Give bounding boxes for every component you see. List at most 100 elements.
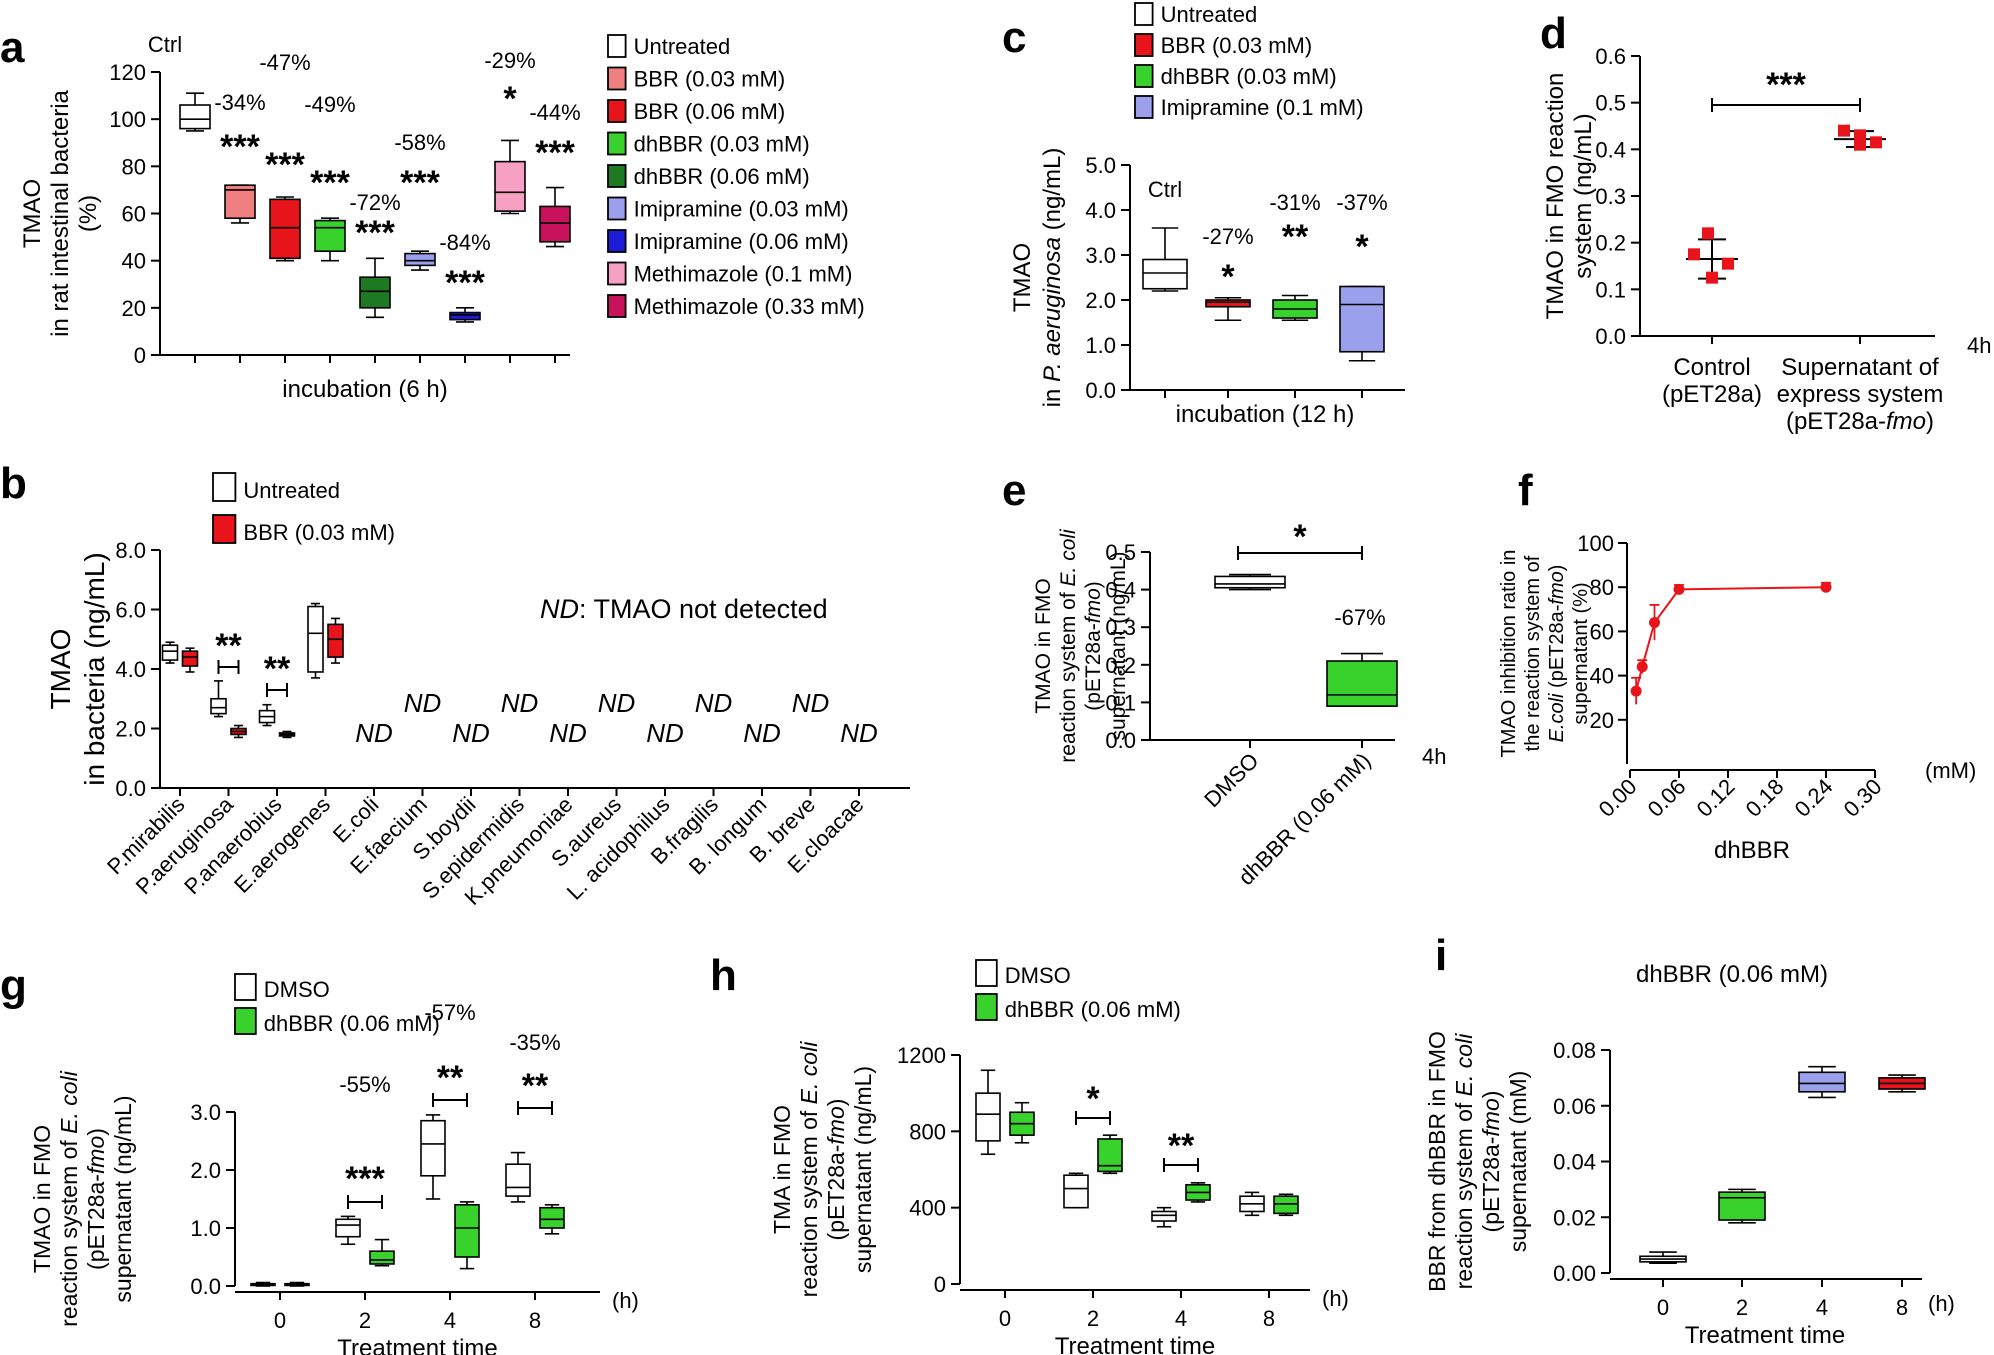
f-point-3 [1673,583,1685,595]
f-ylabel-line-2: the reaction system of [1522,555,1544,751]
c-box-3 [1339,285,1385,362]
d-xlabel-super-2: express system [1777,381,1944,408]
a-legend-7-label: Methimazole (0.1 mM) [634,262,853,287]
c-sig-2: * [1355,228,1369,266]
f-xlabel: dhBBR [1714,837,1790,864]
b-ylabel-line-1: in bacteria (ng/mL) [79,552,110,785]
h-x-tick-label-2: 4 [1175,1306,1187,1331]
a-legend-5-swatch [607,196,627,221]
e-ylabel-line-3-part-0: (pET28a- [1082,623,1105,711]
a-legend-0-label: Untreated [634,34,731,59]
b-nd-8: ND [549,718,587,748]
g-box-1-2 [454,1201,480,1270]
c-legend-0-swatch [1134,2,1154,26]
h-box-0-2-rect [1151,1210,1177,1222]
h-ylabel-line-3-part-0: (pET28a- [823,1145,849,1241]
b-ylabel-line-0: TMAO [45,629,76,710]
h-legend-1-swatch [975,993,998,1021]
g-y-axis-tick-label: 3.0 [190,1100,221,1125]
a-box-8 [539,186,571,248]
a-pct-2: -47% [259,50,310,75]
panel-letter-e: e [1002,466,1026,515]
g-legend-1-label: dhBBR (0.06 mM) [264,1011,440,1036]
h-box-0-3 [1239,1191,1265,1217]
panel-g: 0.0 1.0 2.0 3.0 0 2 4 8 (h) Treatment time DMSO dhB… [29,973,639,1355]
d-xlabel-super-3-part-2: ) [1926,408,1934,435]
c-pct-1: -31% [1269,190,1320,215]
h-ylabel-line-3-part-2: ) [823,1099,849,1107]
a-box-2 [269,196,301,262]
i-ylabel-line-3-part-0: (pET28a- [1478,1137,1504,1233]
b-nd-note-part-0: ND [540,594,579,624]
b-box-untreated-3-rect [307,605,324,673]
b-nd-11: ND [695,688,733,718]
c-box-0 [1142,227,1188,292]
a-y-axis-tick-label: 80 [122,154,146,179]
h-box-0-1 [1063,1172,1089,1209]
g-sig-2: ** [522,1067,549,1105]
g-x-tick-label-3: 8 [529,1308,541,1333]
h-x-tick-label-1: 2 [1087,1306,1099,1331]
b-box-untreated-1-rect [210,697,227,715]
c-pct-0: -27% [1202,224,1253,249]
h-legend-1-label: dhBBR (0.06 mM) [1005,997,1181,1022]
i-title: dhBBR (0.06 mM) [1636,961,1828,988]
a-box-7 [494,139,526,215]
c-y-axis-tick-label: 0.0 [1085,378,1116,403]
d-point-1-3 [1854,138,1866,151]
f-point-2 [1649,617,1660,629]
g-ylabel-line-2-part-0: reaction system of [56,1134,82,1327]
e-y-axis-tick-label: 0.1 [1105,690,1136,715]
g-ylabel-line-2: reaction system of E. coli [56,1070,82,1327]
b-nd-6: ND [452,718,490,748]
b-nd-note-part-1: : TMAO not detected [579,594,828,624]
c-ylabel-line-2-part-1: P. aeruginosa [1039,237,1066,382]
g-box-1-1 [369,1238,395,1267]
d-y-axis-tick-label: 0.1 [1595,277,1626,302]
c-sig-0: * [1221,258,1235,296]
g-box-0-1 [335,1215,361,1246]
f-ylabel-line-3: E.coli (pET28a-fmo) [1546,565,1568,743]
a-legend-1-swatch [607,66,627,91]
b-legend-1-swatch [212,514,237,544]
i-x-tick-label-2: 4 [1816,1295,1828,1320]
e-ylabel-line-4: supernatant (ng/mL) [1107,551,1130,740]
i-y-axis-tick-label: 0.02 [1553,1205,1596,1230]
g-ylabel-line-3-part-2: ) [83,1128,109,1136]
a-sig-7: * [503,80,517,118]
d-point-1-2 [1870,136,1882,149]
d-ylabel-line-1: system (ng/mL) [1570,113,1597,278]
f-xunit: (mM) [1925,758,1976,783]
g-y-axis-tick-label: 0.0 [190,1274,221,1299]
e-y-axis-tick-label: 0.5 [1105,540,1136,565]
c-box-3-rect [1339,285,1385,353]
b-nd-7: ND [501,688,539,718]
f-ylabel-line-3-part-3: ) [1546,565,1568,572]
panel-h: 0 400 800 1200 0 2 4 8 (h) Treatment time DMSO dhBB… [769,959,1349,1355]
a-legend-6-label: Imipramine (0.06 mM) [634,229,849,254]
b-sig-1: ** [264,650,291,688]
c-legend-1-label: BBR (0.03 mM) [1161,33,1313,58]
h-ylabel-line-2-part-0: reaction system of [796,1104,822,1297]
g-ylabel-line-4: supernatant (ng/mL) [110,1095,136,1302]
a-box-5-rect [404,252,436,267]
panel-letter-b: b [0,459,27,508]
d-point-0-0 [1702,227,1714,240]
a-box-6 [449,307,481,323]
b-y-axis-tick-label: 0.0 [115,776,146,801]
f-ylabel-line-1: TMAO inhibition ratio in [1498,550,1520,758]
b-box-untreated-0 [161,641,179,664]
c-xlabel: incubation (12 h) [1176,401,1355,428]
a-legend-8-label: Methimazole (0.33 mM) [634,294,865,319]
f-y-tick-label: 100 [1577,531,1614,556]
g-box-1-3 [539,1204,565,1235]
f-ylabel-line-3-part-0: E.coli [1546,693,1568,742]
a-y-axis-tick-label: 20 [122,296,146,321]
f-x-tick-label: 0.12 [1692,774,1740,822]
d-y-axis-tick-label: 0.3 [1595,184,1626,209]
e-box-1-rect [1326,660,1398,707]
a-ylabel-line-1: in rat intestinal bacteria [47,89,74,336]
b-y-axis-tick-label: 6.0 [115,598,146,623]
d-y-axis-tick-label: 0.4 [1595,137,1626,162]
